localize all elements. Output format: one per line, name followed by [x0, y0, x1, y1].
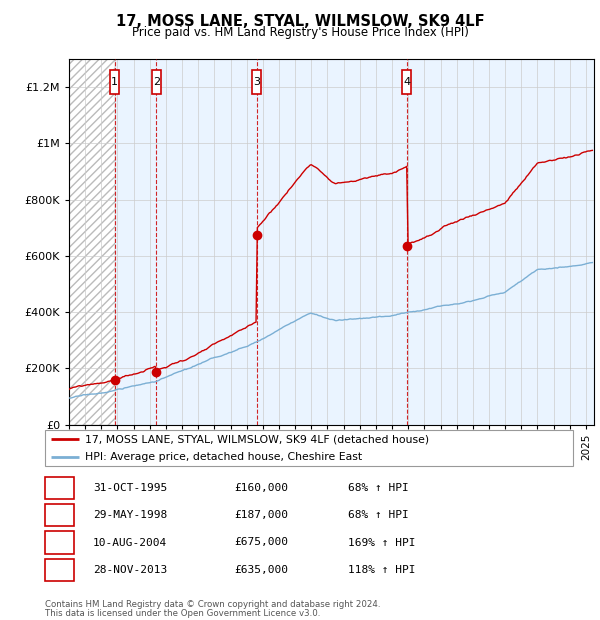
Text: 4: 4 — [403, 77, 410, 87]
Text: £635,000: £635,000 — [234, 565, 288, 575]
Text: 3: 3 — [253, 77, 260, 87]
FancyBboxPatch shape — [45, 430, 573, 466]
Text: £675,000: £675,000 — [234, 538, 288, 547]
Text: 4: 4 — [56, 564, 63, 576]
Text: This data is licensed under the Open Government Licence v3.0.: This data is licensed under the Open Gov… — [45, 609, 320, 618]
Text: 2: 2 — [56, 509, 63, 521]
Text: 118% ↑ HPI: 118% ↑ HPI — [348, 565, 415, 575]
Text: 169% ↑ HPI: 169% ↑ HPI — [348, 538, 415, 547]
Text: 1: 1 — [111, 77, 118, 87]
Text: 68% ↑ HPI: 68% ↑ HPI — [348, 510, 409, 520]
Bar — [69, 59, 115, 425]
Text: 29-MAY-1998: 29-MAY-1998 — [93, 510, 167, 520]
FancyBboxPatch shape — [403, 70, 411, 94]
Text: 3: 3 — [56, 536, 63, 549]
FancyBboxPatch shape — [252, 70, 261, 94]
FancyBboxPatch shape — [152, 70, 161, 94]
FancyBboxPatch shape — [110, 70, 119, 94]
Bar — [69, 59, 115, 425]
Text: 31-OCT-1995: 31-OCT-1995 — [93, 483, 167, 493]
Text: 2: 2 — [153, 77, 160, 87]
Text: Contains HM Land Registry data © Crown copyright and database right 2024.: Contains HM Land Registry data © Crown c… — [45, 600, 380, 609]
Text: HPI: Average price, detached house, Cheshire East: HPI: Average price, detached house, Ches… — [85, 452, 362, 463]
Text: 10-AUG-2004: 10-AUG-2004 — [93, 538, 167, 547]
Text: £160,000: £160,000 — [234, 483, 288, 493]
Text: 68% ↑ HPI: 68% ↑ HPI — [348, 483, 409, 493]
Text: 17, MOSS LANE, STYAL, WILMSLOW, SK9 4LF: 17, MOSS LANE, STYAL, WILMSLOW, SK9 4LF — [116, 14, 484, 29]
Bar — [115, 59, 594, 425]
Text: 17, MOSS LANE, STYAL, WILMSLOW, SK9 4LF (detached house): 17, MOSS LANE, STYAL, WILMSLOW, SK9 4LF … — [85, 434, 429, 445]
Text: Price paid vs. HM Land Registry's House Price Index (HPI): Price paid vs. HM Land Registry's House … — [131, 26, 469, 39]
Text: 28-NOV-2013: 28-NOV-2013 — [93, 565, 167, 575]
Text: £187,000: £187,000 — [234, 510, 288, 520]
Text: 1: 1 — [56, 482, 63, 494]
